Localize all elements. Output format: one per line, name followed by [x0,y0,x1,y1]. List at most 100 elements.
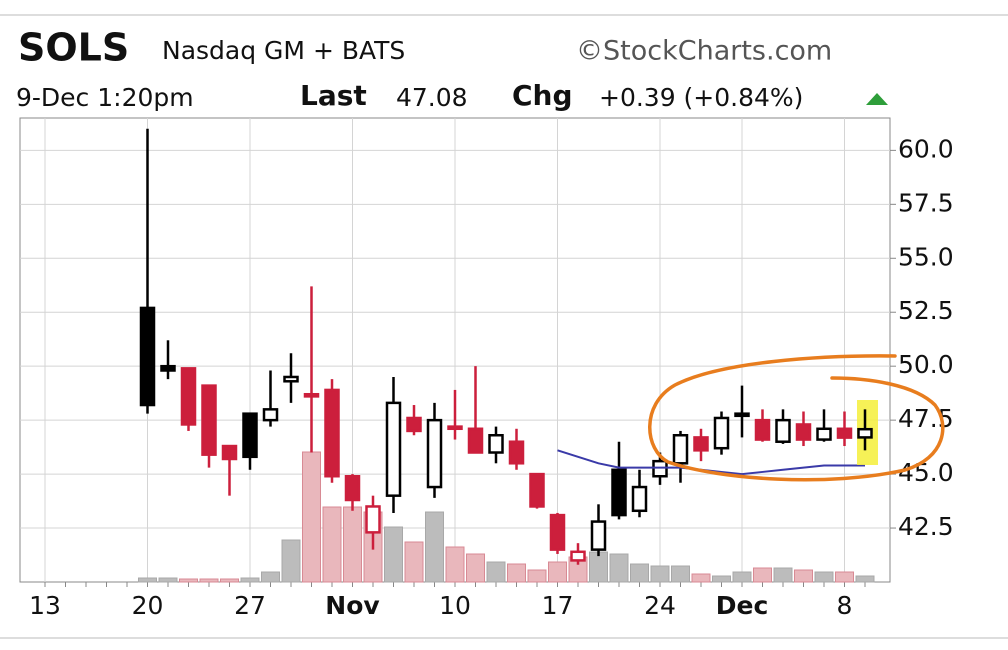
volume-bar [732,571,752,583]
y-tick-label: 52.5 [898,296,954,325]
candle-body [303,392,320,398]
volume-bar [794,569,813,583]
volume-bar [589,551,608,583]
candle-body [734,412,750,418]
x-tick-label: 8 [837,591,853,620]
candle-body [508,440,525,465]
candle-body [467,427,484,454]
candle-body [754,418,771,441]
candle-body [693,436,709,452]
candle-body [426,418,443,489]
volume-bar [281,539,301,583]
y-tick-label: 50.0 [898,350,954,379]
candle-body [529,472,545,508]
exchange: Nasdaq GM + BATS [162,36,405,65]
change-label: Chg [512,79,573,112]
plot-layer: 42.5 45.0 47.5 50.0 52.5 55.0 57.5 60.0 13 20 27 No… [20,118,954,620]
candle-body [139,306,156,407]
last-value: 47.08 [396,83,468,112]
volume-bar [712,575,731,583]
volume-bar [343,506,362,583]
candle-body [160,364,176,372]
candle-body [570,550,586,562]
volume-bar [384,526,403,583]
candle-body [549,513,566,551]
candle-body [324,388,340,478]
volume-bar [220,578,239,583]
candle-body [344,475,361,502]
candle-body [857,427,873,439]
volume-bar [609,553,629,583]
top-layer [857,409,873,451]
y-tick-label: 45.0 [898,458,954,487]
volume-bar [855,575,875,583]
candle-body [488,433,504,454]
volume-bar [261,571,280,583]
x-tick-label: Nov [325,591,379,620]
candle-body [447,425,463,431]
volume-bar [240,577,260,583]
y-tick-label: 60.0 [898,134,954,163]
last-label: Last [300,79,367,112]
x-tick-label: Dec [716,591,769,620]
candle-body [795,423,812,441]
candle-body [283,375,299,383]
candle-body [590,520,607,551]
x-tick-label: 27 [234,591,266,620]
volume-bar [630,563,649,583]
volume-bar [138,577,157,583]
volume-bar [507,563,526,583]
volume-bar [835,571,854,583]
volume-bar [753,567,772,583]
candle-body [385,401,402,497]
candle-body [836,427,853,439]
candle-body [775,418,791,443]
candle-body [611,468,627,517]
annotation-circle [648,354,945,482]
candle-body [365,505,381,534]
x-tick-label: 10 [439,591,471,620]
candle-body [816,427,832,441]
candle-body [180,367,197,426]
candle-body [242,412,258,459]
y-tick-label: 57.5 [898,188,954,217]
volume-bar [650,565,670,583]
volume-bar [527,569,547,583]
volume-bar [548,561,567,583]
volume-bar [671,565,690,583]
volume-bar [445,546,465,583]
candle-body [201,384,217,456]
volume-bar [199,578,219,583]
volume-bar [466,553,485,583]
x-tick-label: 24 [644,591,676,620]
date-label: 9-Dec 1:20pm [16,83,194,112]
ticker: SOLS [18,26,129,70]
volume-bar [179,578,198,583]
volume-bar [322,506,342,583]
volume-bar [158,577,178,583]
candle-body [631,485,648,513]
change-value: +0.39 (+0.84%) [599,83,803,112]
candle-body [262,408,279,422]
x-tick-label: 17 [542,591,574,620]
candle-body [652,459,668,478]
volume-bar [486,561,506,583]
up-arrow [866,93,888,105]
candle-body [221,444,238,461]
candle-body [406,416,422,433]
x-tick-label: 20 [132,591,164,620]
candle-body [713,416,730,450]
volume-bar [814,571,834,583]
candle-body [672,433,689,465]
volume-bar [691,573,711,583]
y-tick-label: 55.0 [898,242,954,271]
volume-bar [425,511,444,583]
y-tick-label: 47.5 [898,404,954,433]
source: ©StockCharts.com [576,36,832,67]
volume-bar [773,567,793,583]
y-tick-label: 42.5 [898,512,954,541]
volume-bar [302,451,321,583]
x-tick-label: 13 [29,591,61,620]
volume-bar [404,541,424,583]
